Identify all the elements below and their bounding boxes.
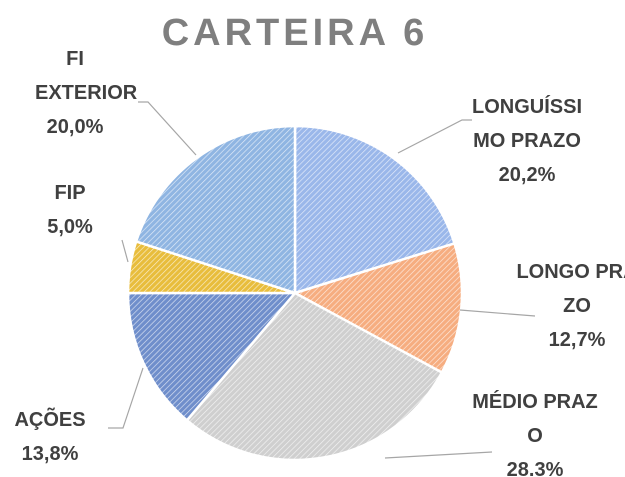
pie-slice [134,124,297,295]
slice-label: MÉDIO PRAZO 28.3% [470,385,600,477]
slice-label: LONGO PRAZO 12,7% [512,255,625,357]
leader-line [121,239,129,263]
slice-label: FIP 5,0% [20,176,120,244]
leader-line [138,101,197,156]
category-label: MÉDIO PRAZO [472,391,598,447]
value-label: 28.3% [506,459,564,477]
category-label: LONGO PRAZO [516,261,625,317]
pie-slice [185,291,444,462]
value-label: 20,0% [46,116,104,138]
value-label: 20,2% [498,164,556,186]
leader-line [397,119,472,154]
slice-label: AÇÕES 13,8% [0,403,100,471]
leader-line [459,309,536,317]
value-label: 13,8% [21,443,79,465]
leader-line [108,367,144,429]
slice-label: FI EXTERIOR 20,0% [10,42,140,144]
value-label: 12,7% [548,329,606,351]
slice-label: LONGUÍSSIMO PRAZO 20,2% [468,90,586,192]
category-label: LONGUÍSSIMO PRAZO [471,96,582,152]
value-label: 5,0% [47,216,93,238]
chart-title: CARTEIRA 6 [161,12,429,54]
leader-line [384,451,493,459]
leader-lines [108,101,536,459]
pie-slice [293,124,457,295]
category-label: FI EXTERIOR [35,48,138,104]
pie-slice [291,241,464,375]
category-label: FIP [54,182,86,204]
category-label: AÇÕES [14,409,86,431]
pie-slice [126,291,298,423]
